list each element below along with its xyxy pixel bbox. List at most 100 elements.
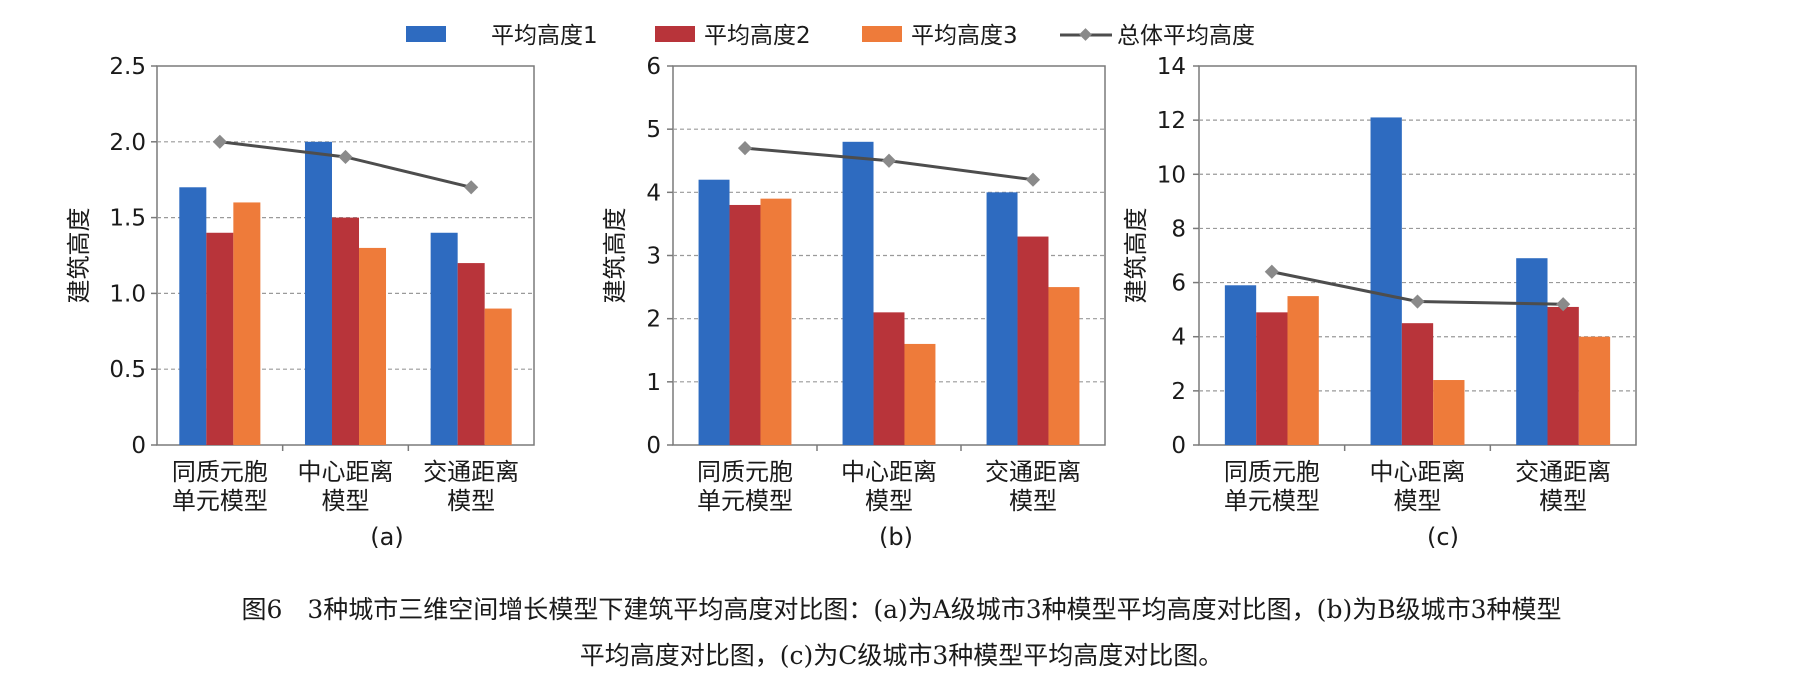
bar-series3-cat2 (904, 343, 936, 445)
legend-item-2: 平均高度2 (655, 23, 811, 49)
chart-panels: 00.51.01.52.02.5建筑高度同质元胞单元模型中心距离模型交通距离模型… (65, 54, 1637, 551)
y-tick-label: 0 (131, 433, 146, 459)
bar-series3-cat1 (760, 198, 792, 445)
y-axis-label: 建筑高度 (1122, 208, 1150, 304)
figure-caption-line-2: 平均高度对比图，(c)为C级城市3种模型平均高度对比图。 (579, 641, 1224, 670)
bar-series1-cat2 (1370, 117, 1402, 445)
y-tick-label: 4 (646, 180, 661, 206)
legend-swatch (655, 26, 695, 42)
bar-series1-cat3 (986, 192, 1018, 445)
x-category-label: 模型 (1394, 487, 1442, 515)
x-category-label: 单元模型 (697, 487, 793, 515)
x-category-label: 模型 (322, 487, 370, 515)
x-category-label: 模型 (865, 487, 913, 515)
x-category-label: 中心距离 (298, 458, 394, 486)
x-category-label: 交通距离 (1515, 458, 1611, 486)
overall-average-point-3 (1556, 297, 1571, 312)
bar-series2-cat2 (873, 312, 905, 445)
bar-series3-cat2 (359, 247, 387, 445)
x-category-label: 中心距离 (841, 458, 937, 486)
legend-item-1: 平均高度1 (406, 23, 598, 49)
legend-label: 平均高度2 (704, 23, 811, 49)
x-category-label: 单元模型 (172, 487, 268, 515)
overall-average-point-2 (1410, 294, 1425, 309)
overall-average-point-1 (1264, 264, 1279, 279)
bar-series1-cat1 (698, 179, 730, 445)
y-tick-label: 8 (1171, 216, 1186, 242)
legend-label: 平均高度3 (911, 23, 1018, 49)
bar-series1-cat1 (1224, 285, 1257, 445)
bar-series2-cat1 (1256, 312, 1288, 445)
overall-average-point-1 (737, 141, 753, 156)
bar-series3-cat3 (1048, 287, 1080, 445)
bar-series3-cat3 (484, 308, 512, 445)
y-tick-label: 3 (646, 244, 661, 270)
y-tick-label: 6 (1171, 271, 1186, 297)
x-category-label: 模型 (447, 487, 495, 515)
bar-series3-cat1 (1287, 296, 1319, 445)
y-tick-label: 14 (1157, 54, 1186, 80)
x-category-label: 同质元胞 (697, 458, 793, 486)
legend-swatch (862, 26, 902, 42)
legend: 平均高度1 平均高度2 平均高度3 总体平均高度 (406, 23, 1255, 49)
x-category-label: 交通距离 (423, 458, 519, 486)
bar-series2-cat2 (1401, 323, 1434, 445)
legend-label: 平均高度1 (491, 23, 598, 49)
chart-panel-a: 00.51.01.52.02.5建筑高度同质元胞单元模型中心距离模型交通距离模型… (65, 54, 535, 551)
legend-marker (1079, 28, 1092, 41)
legend-item-3: 平均高度3 (862, 23, 1018, 49)
x-category-label: 中心距离 (1370, 458, 1466, 486)
overall-average-point-3 (1025, 172, 1041, 187)
y-tick-label: 0 (1171, 433, 1186, 459)
y-tick-label: 6 (646, 54, 661, 80)
bar-series3-cat3 (1578, 336, 1611, 445)
legend-item-4: 总体平均高度 (1060, 23, 1255, 49)
x-category-label: 模型 (1539, 487, 1587, 515)
x-category-label: 单元模型 (1224, 487, 1320, 515)
bar-series2-cat3 (1017, 236, 1049, 445)
bar-series2-cat3 (1547, 306, 1579, 445)
bar-series2-cat1 (206, 232, 234, 445)
x-category-label: 模型 (1009, 487, 1057, 515)
panel-sublabel: (c) (1427, 523, 1459, 551)
y-tick-label: 4 (1171, 325, 1186, 351)
y-tick-label: 2 (646, 307, 661, 333)
bar-series2-cat2 (331, 217, 360, 445)
overall-average-point-1 (212, 134, 227, 149)
x-category-label: 交通距离 (985, 458, 1081, 486)
bar-series3-cat1 (233, 202, 261, 445)
y-tick-label: 2.0 (109, 130, 146, 156)
y-tick-label: 0 (646, 433, 661, 459)
y-tick-label: 1.5 (109, 206, 146, 232)
y-tick-label: 2.5 (109, 54, 146, 80)
legend-swatch (406, 26, 446, 42)
y-tick-label: 0.5 (109, 357, 146, 383)
y-axis-label: 建筑高度 (65, 208, 93, 304)
overall-average-point-2 (338, 149, 353, 165)
overall-average-point-3 (464, 180, 479, 195)
overall-average-line (219, 140, 472, 189)
x-category-label: 同质元胞 (1224, 458, 1320, 486)
bar-series1-cat2 (304, 141, 332, 446)
legend-label: 总体平均高度 (1117, 23, 1255, 49)
y-tick-label: 10 (1157, 162, 1186, 188)
x-category-label: 同质元胞 (172, 458, 268, 486)
bar-series1-cat2 (842, 141, 874, 446)
bar-series2-cat1 (729, 204, 761, 445)
panel-sublabel: (b) (879, 523, 913, 551)
y-tick-label: 1 (646, 370, 661, 396)
bar-series1-cat3 (1516, 258, 1548, 445)
y-tick-label: 5 (646, 117, 661, 143)
bar-series3-cat2 (1433, 380, 1465, 445)
overall-average-point-2 (881, 153, 897, 168)
bar-series1-cat3 (430, 232, 458, 445)
bar-series1-cat1 (179, 187, 207, 445)
bar-series2-cat3 (457, 263, 485, 445)
figure-caption-line-1: 图6 3种城市三维空间增长模型下建筑平均高度对比图：(a)为A级城市3种模型平均… (241, 595, 1562, 624)
panel-sublabel: (a) (370, 523, 403, 551)
y-tick-label: 12 (1157, 108, 1186, 134)
y-tick-label: 2 (1171, 379, 1186, 405)
